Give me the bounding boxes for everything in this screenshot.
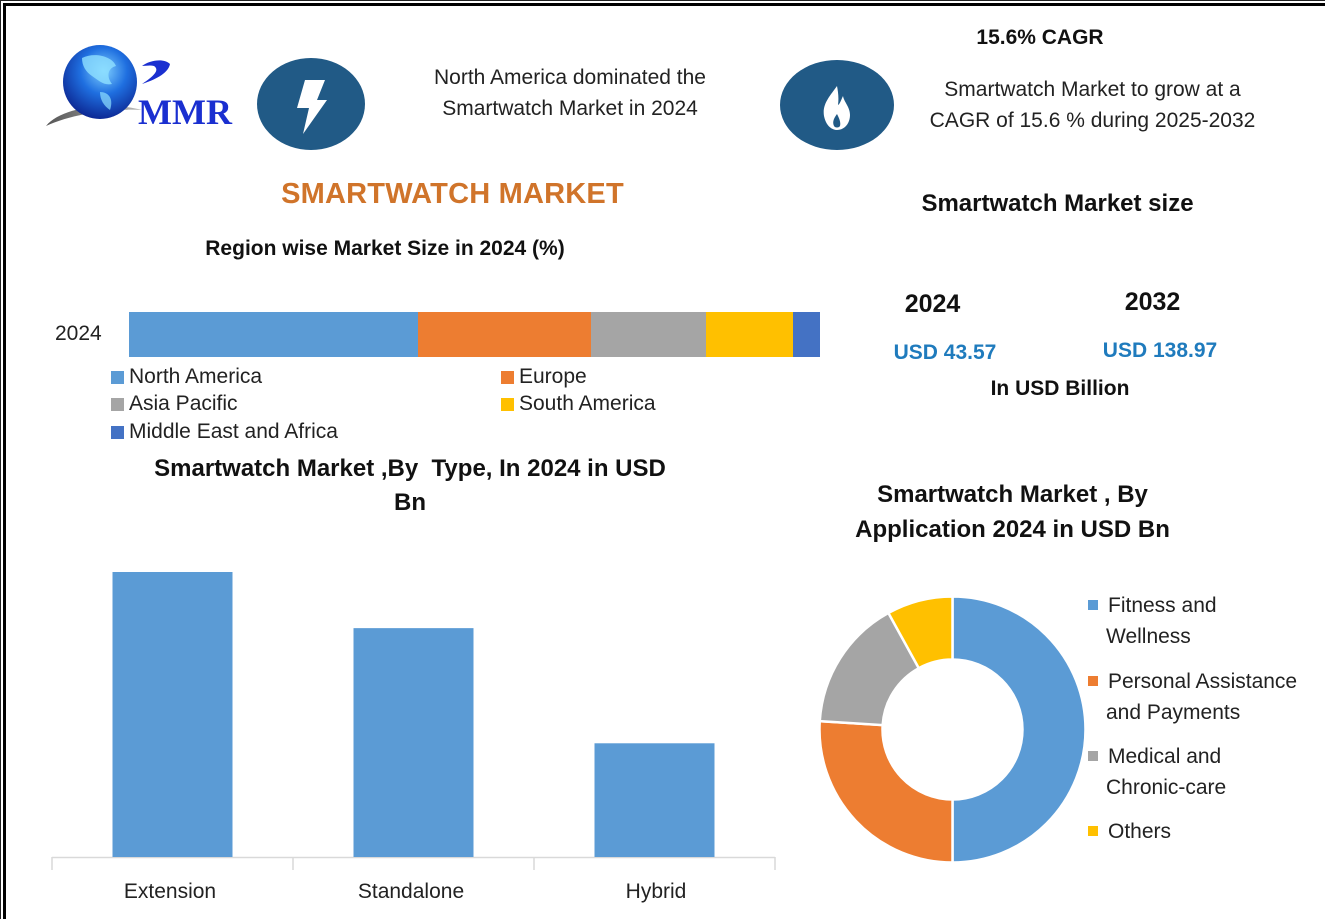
donut-slice-fitness-and (951, 595, 1087, 864)
legend-europe: Europe (501, 364, 587, 390)
x-tick-label-standalone: Standalone (357, 880, 465, 903)
application-chart-title: Smartwatch Market , By Application 2024 … (815, 477, 1210, 547)
market-size-unit: In USD Billion (990, 377, 1130, 400)
legend-label-cont: and Payments (1106, 701, 1241, 724)
flame-icon (780, 60, 894, 150)
region-chart-title: Region wise Market Size in 2024 (%) (205, 237, 565, 260)
market-size-value-2032: USD 138.97 (1102, 339, 1218, 362)
legend-swatch (111, 397, 124, 411)
logo-text: MMR (138, 92, 233, 132)
cagr-statement: Smartwatch Market to grow at a CAGR of 1… (900, 74, 1285, 136)
cagr-line-1: Smartwatch Market to grow at a (944, 78, 1241, 101)
type-chart-title-line-2: Bn (394, 489, 426, 516)
market-size-value-2024: USD 43.57 (893, 341, 997, 364)
legend-label: Others (1108, 820, 1172, 843)
cagr-title: 15.6% CAGR (976, 26, 1104, 49)
region-category-label: 2024 (55, 322, 102, 345)
legend-label: Fitness and (1108, 594, 1217, 617)
application-donut-chart (818, 595, 1087, 864)
globe-logo-icon: MMR (46, 45, 233, 132)
legend-label: Medical and (1108, 745, 1222, 768)
legend-swatch (1088, 751, 1098, 761)
dominance-line-2: Smartwatch Market in 2024 (442, 97, 698, 120)
dominance-line-1: North America dominated the (434, 66, 706, 89)
donut-legend-others: Others (1088, 816, 1171, 847)
stack-segment-north-america (129, 312, 418, 357)
legend-label: Europe (519, 365, 587, 388)
dominance-statement: North America dominated the Smartwatch M… (400, 62, 740, 124)
legend-swatch (501, 370, 514, 384)
legend-swatch (1088, 826, 1098, 836)
type-chart-title-line-1: Smartwatch Market ,By Type, In 2024 in U… (154, 455, 666, 482)
lightning-icon (257, 58, 365, 150)
legend-label-cont: Chronic-care (1106, 776, 1227, 799)
bar-standalone (353, 628, 474, 857)
legend-swatch (111, 370, 124, 384)
stack-segment-middle-east-and-africa (793, 312, 820, 357)
legend-swatch (111, 425, 124, 439)
legend-label: North America (129, 365, 263, 388)
stack-segment-europe (417, 312, 591, 357)
bar-hybrid (594, 743, 715, 857)
legend-north-america: North America (111, 364, 262, 390)
market-size-year-2024: 2024 (904, 290, 961, 318)
legend-label: Personal Assistance (1108, 670, 1298, 693)
legend-south-america: South America (501, 391, 656, 417)
x-tick-label-hybrid: Hybrid (625, 880, 687, 903)
legend-label: South America (519, 392, 656, 415)
cagr-line-2: CAGR of 15.6 % during 2025-2032 (929, 109, 1256, 132)
legend-middle-east-africa: Middle East and Africa (111, 419, 338, 445)
page-frame (3, 3, 1325, 919)
x-tick-label-extension: Extension (123, 880, 217, 903)
donut-legend-fitness: Fitness and Wellness (1088, 590, 1217, 652)
main-title: SMARTWATCH MARKET (281, 178, 624, 210)
legend-label: Asia Pacific (129, 392, 238, 415)
application-chart-title-line-2: Application 2024 in USD Bn (855, 516, 1170, 543)
donut-legend-medical: Medical and Chronic-care (1088, 741, 1226, 803)
market-size-year-2032: 2032 (1124, 288, 1181, 316)
type-chart-title: Smartwatch Market ,By Type, In 2024 in U… (95, 452, 725, 520)
legend-asia-pacific: Asia Pacific (111, 391, 238, 417)
mmr-logo: MMR (42, 40, 247, 132)
legend-label-cont: Wellness (1106, 625, 1191, 648)
donut-slice-others (886, 595, 954, 670)
legend-swatch (501, 397, 514, 411)
donut-legend-personal-assistance: Personal Assistance and Payments (1088, 666, 1297, 728)
application-chart-title-line-1: Smartwatch Market , By (877, 481, 1148, 508)
legend-label: Middle East and Africa (129, 420, 338, 443)
legend-swatch (1088, 600, 1098, 610)
donut-slice-personal-assistance (818, 719, 954, 864)
market-size-title: Smartwatch Market size (921, 190, 1194, 217)
bar-extension (112, 572, 233, 857)
region-stacked-bar (129, 312, 820, 357)
type-bar-chart (51, 572, 776, 870)
legend-swatch (1088, 676, 1098, 686)
stack-segment-south-america (705, 312, 794, 357)
stack-segment-asia-pacific (590, 312, 706, 357)
